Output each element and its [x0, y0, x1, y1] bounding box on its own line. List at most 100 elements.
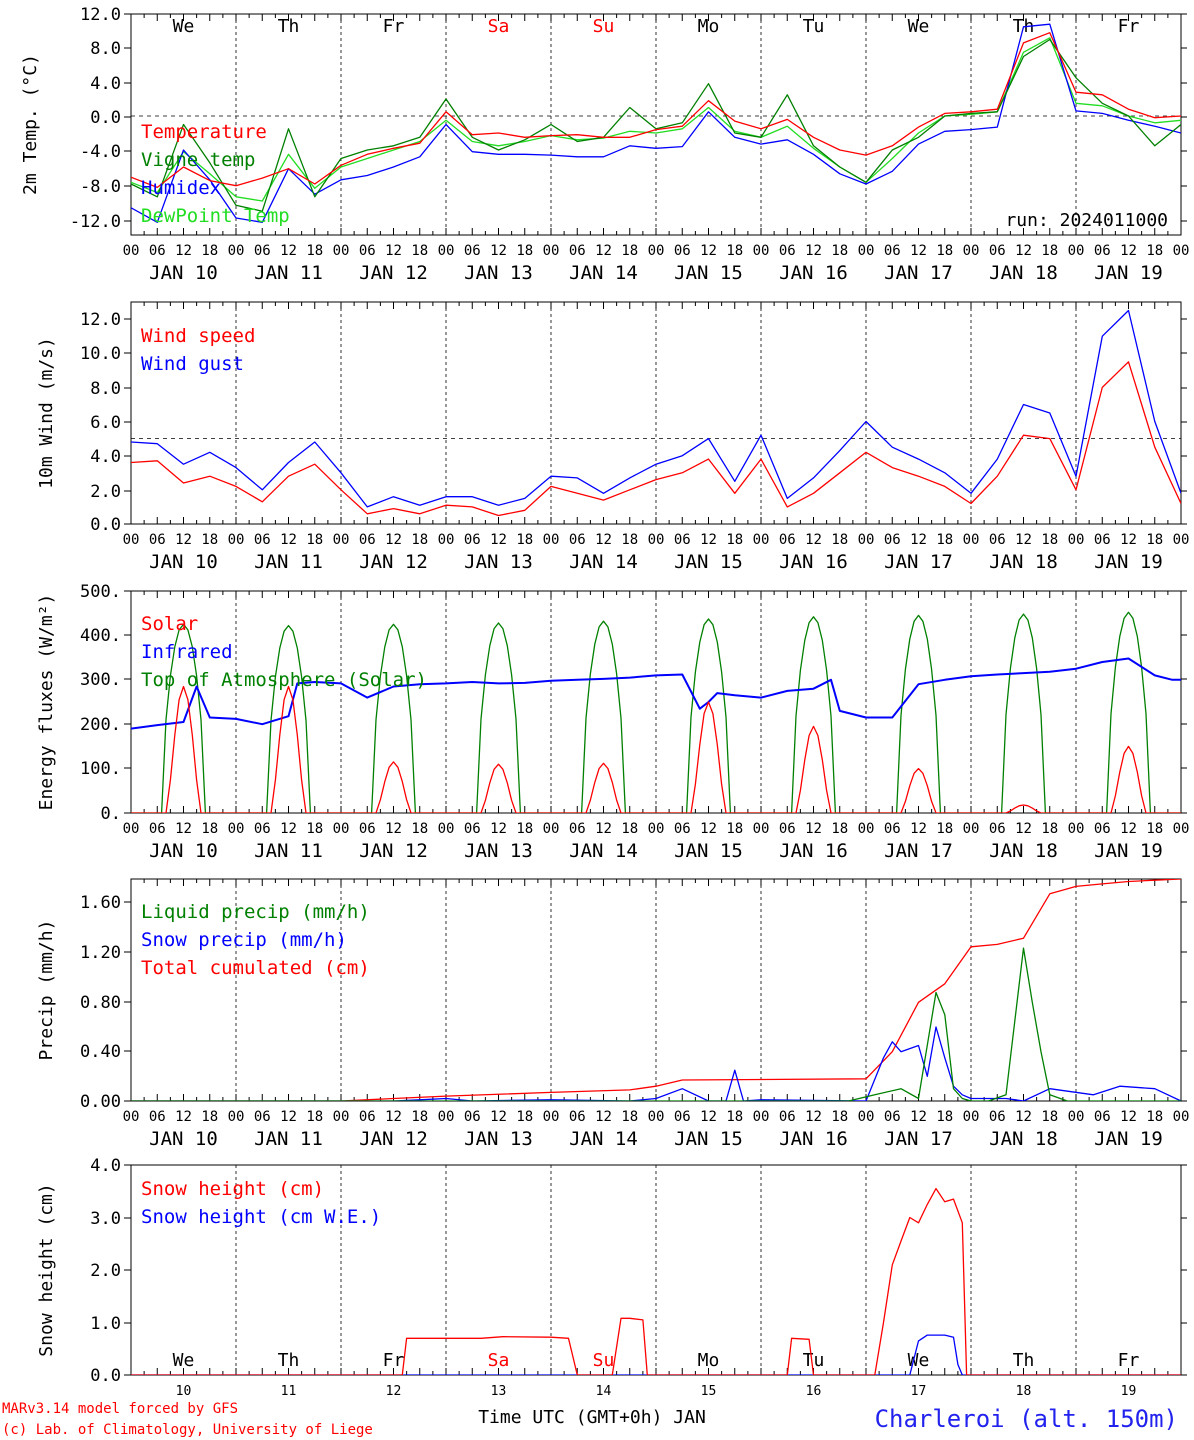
hour-tick-label: 12 [1120, 243, 1137, 259]
hour-tick-label: 00 [753, 1109, 770, 1125]
series-line-wind-gust [131, 309, 1181, 508]
hour-tick-label: 00 [438, 1109, 455, 1125]
hour-tick-label: 00 [228, 243, 245, 259]
hour-tick-label: 18 [726, 1109, 743, 1125]
legend-entry: Liquid precip (mm/h) [141, 901, 370, 923]
hour-tick-label: 06 [464, 1109, 481, 1125]
y-tick-label: 8.0 [90, 379, 121, 399]
hour-tick-label: 06 [359, 532, 376, 548]
hour-tick-label: 18 [831, 821, 848, 837]
hour-tick-label: 18 [831, 1109, 848, 1125]
y-tick-label: 400. [80, 626, 121, 646]
date-label: JAN 10 [149, 551, 218, 573]
y-axis-label: Precip (mm/h) [36, 920, 57, 1061]
day-number-label: 15 [701, 1384, 717, 1399]
weekday-label: We [173, 1350, 195, 1371]
credit-line-1: MARv3.14 model forced by GFS [2, 1401, 238, 1417]
y-tick-label: -8.0 [80, 177, 121, 197]
legend-entry: Humidex [141, 177, 221, 199]
series-line-liquid-precip-mm-h [131, 947, 1181, 1101]
hour-tick-label: 00 [1068, 243, 1085, 259]
hour-tick-label: 06 [359, 821, 376, 837]
y-tick-label: 12.0 [80, 5, 121, 25]
hour-tick-label: 12 [1120, 821, 1137, 837]
date-label: JAN 18 [989, 551, 1058, 573]
hour-tick-label: 18 [306, 1109, 323, 1125]
date-label: JAN 16 [779, 840, 848, 862]
series-line-top-of-atmosphere-solar [131, 611, 1181, 813]
hour-tick-label: 00 [543, 243, 560, 259]
hour-tick-label: 18 [516, 821, 533, 837]
hour-tick-label: 06 [569, 821, 586, 837]
hour-tick-label: 18 [306, 532, 323, 548]
date-label: JAN 15 [674, 840, 743, 862]
hour-tick-label: 00 [648, 532, 665, 548]
hour-tick-label: 00 [858, 532, 875, 548]
day-number-label: 14 [596, 1384, 612, 1399]
weekday-label: Fr [383, 1350, 405, 1371]
y-tick-label: 1.60 [80, 893, 121, 913]
panel-prec: 1.60 1.20 0.80 0.40 0.00 Precip (mm/h) 00 06 12 1… [36, 878, 1189, 1150]
hour-tick-label: 00 [858, 821, 875, 837]
hour-tick-label: 06 [149, 243, 166, 259]
hour-tick-label: 06 [254, 243, 271, 259]
hour-tick-label: 12 [1015, 532, 1032, 548]
day-number-label: 12 [386, 1384, 402, 1399]
hour-tick-label: 12 [595, 1109, 612, 1125]
hour-tick-label: 00 [543, 821, 560, 837]
series-line-solar [131, 685, 1181, 813]
weekday-label: Mo [698, 16, 720, 37]
y-tick-label: -12.0 [70, 212, 121, 232]
y-tick-label: 2.0 [90, 482, 121, 502]
legend-entry: Wind speed [141, 325, 255, 347]
hour-tick-label: 00 [858, 243, 875, 259]
date-label: JAN 19 [1094, 1128, 1163, 1150]
date-label: JAN 13 [464, 1128, 533, 1150]
hour-tick-label: 12 [490, 821, 507, 837]
series-line-snow-height-cm-w-e [131, 1334, 1181, 1375]
hour-tick-label: 06 [989, 821, 1006, 837]
hour-tick-label: 00 [438, 243, 455, 259]
day-number-label: 19 [1121, 1384, 1137, 1399]
weekday-label: Th [278, 1350, 300, 1371]
series-lines [131, 879, 1181, 1101]
y-tick-label: 6.0 [90, 413, 121, 433]
hour-tick-label: 12 [175, 243, 192, 259]
hour-tick-label: 12 [700, 1109, 717, 1125]
hour-tick-label: 06 [674, 1109, 691, 1125]
date-label: JAN 19 [1094, 551, 1163, 573]
y-tick-label: 2.0 [90, 1261, 121, 1281]
hour-tick-label: 00 [648, 821, 665, 837]
hour-tick-label: 12 [805, 532, 822, 548]
hour-tick-label: 06 [254, 821, 271, 837]
hour-tick-label: 06 [779, 1109, 796, 1125]
hour-tick-label: 06 [359, 1109, 376, 1125]
hour-tick-label: 12 [910, 532, 927, 548]
hour-tick-label: 18 [1041, 1109, 1058, 1125]
hour-tick-label: 12 [910, 243, 927, 259]
y-tick-label: 0.40 [80, 1042, 121, 1062]
date-label: JAN 14 [569, 551, 638, 573]
hour-tick-label: 12 [490, 1109, 507, 1125]
hour-tick-label: 00 [753, 243, 770, 259]
series-line-wind-speed [131, 361, 1181, 517]
y-axis-label: Energy fluxes (W/m²) [36, 594, 57, 811]
hour-tick-label: 06 [989, 243, 1006, 259]
hour-tick-label: 00 [1068, 532, 1085, 548]
hour-tick-label: 12 [700, 532, 717, 548]
y-tick-label: 0.80 [80, 993, 121, 1013]
legend-entry: Solar [141, 613, 198, 635]
hour-tick-label: 18 [831, 243, 848, 259]
hour-tick-label: 06 [884, 1109, 901, 1125]
date-label: JAN 14 [569, 262, 638, 284]
y-tick-label: 1.0 [90, 1314, 121, 1334]
x-axis-label: Time UTC (GMT+0h) JAN [478, 1407, 706, 1428]
series-line-snow-precip-mm-h [131, 1026, 1181, 1101]
hour-tick-label: 18 [201, 243, 218, 259]
weekday-label: Tu [803, 1350, 825, 1371]
hour-tick-label: 00 [228, 532, 245, 548]
series-lines [131, 23, 1181, 223]
run-label: run: 2024011000 [1005, 210, 1168, 231]
y-tick-label: 100. [80, 759, 121, 779]
